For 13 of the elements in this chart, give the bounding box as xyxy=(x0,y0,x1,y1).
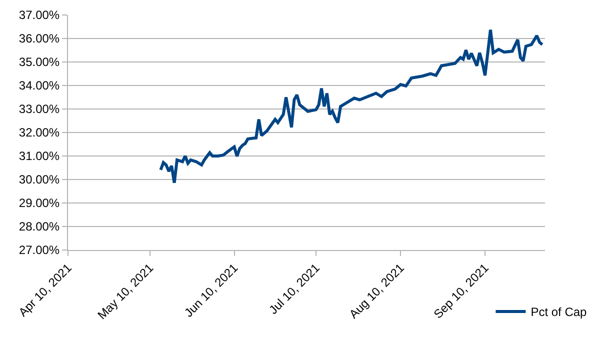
y-tick-label: 29.00% xyxy=(18,196,60,210)
y-tick-label: 32.00% xyxy=(18,126,60,140)
y-tick-label: 37.00% xyxy=(18,8,60,22)
y-tick-label: 33.00% xyxy=(18,102,60,116)
y-tick-label: 27.00% xyxy=(18,243,60,258)
y-tick-label: 31.00% xyxy=(18,149,60,164)
y-tick-label: 30.00% xyxy=(18,172,60,187)
y-tick-label: 35.00% xyxy=(18,55,60,70)
y-tick-label: 28.00% xyxy=(18,220,60,234)
legend-label: Pct of Cap xyxy=(530,305,588,320)
line-series xyxy=(159,28,544,184)
y-tick-label: 34.00% xyxy=(18,78,60,93)
y-tick-label: 36.00% xyxy=(18,32,60,46)
